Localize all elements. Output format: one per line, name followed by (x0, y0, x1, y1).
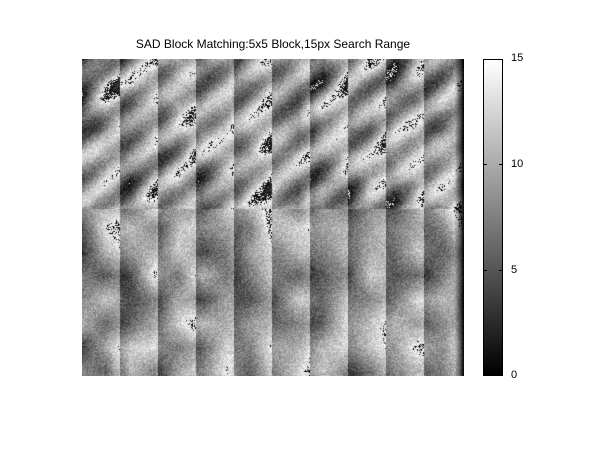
colorbar-tick-label: 10 (511, 158, 524, 170)
colorbar-tickmark-0-right (499, 375, 503, 376)
colorbar-tickmark-10-right (499, 164, 503, 165)
chart-title: SAD Block Matching:5x5 Block,15px Search… (135, 37, 411, 51)
colorbar-tickmark-5-right (499, 270, 503, 271)
colorbar-tickmark-15-right (499, 59, 503, 60)
disparity-heatmap (82, 59, 464, 376)
colorbar-tickmark-5 (483, 270, 487, 271)
colorbar-tickmark-10 (483, 164, 487, 165)
colorbar-tick-label: 5 (511, 264, 518, 276)
colorbar-tick-label: 0 (511, 369, 518, 381)
colorbar (483, 59, 503, 376)
colorbar-tickmark-15 (483, 59, 487, 60)
colorbar-tickmark-0 (483, 375, 487, 376)
colorbar-tick-label: 15 (511, 52, 524, 64)
